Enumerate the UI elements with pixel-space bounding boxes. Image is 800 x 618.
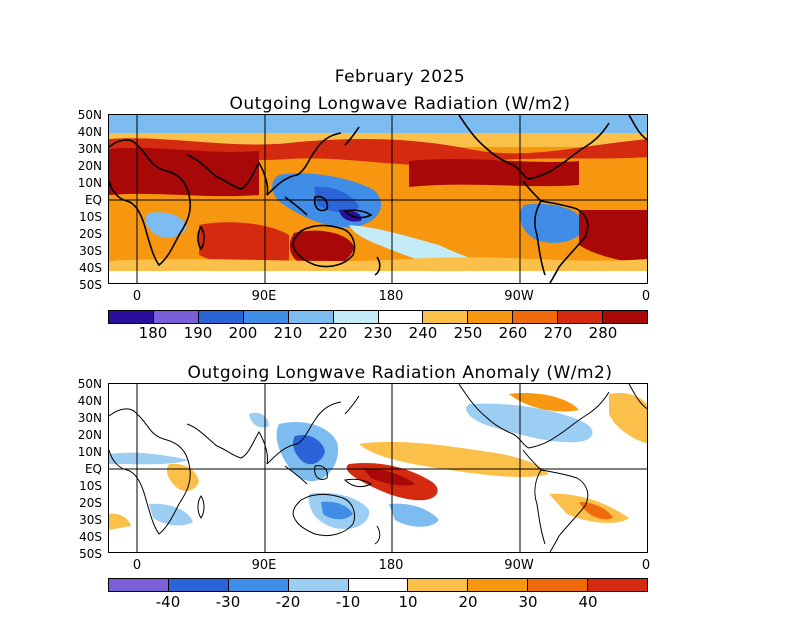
colorbar-label: 20	[458, 593, 478, 611]
lat-label: 20N	[77, 428, 102, 442]
colorbar-swatch	[378, 311, 424, 323]
colorbar-label: 240	[408, 324, 438, 342]
colorbar-label: 280	[588, 324, 618, 342]
lon-label: 90W	[504, 289, 534, 304]
lat-label: 20S	[79, 227, 102, 241]
lon-label: 90W	[504, 558, 534, 573]
lat-label: 30S	[79, 244, 102, 258]
colorbar-label: -30	[215, 593, 241, 611]
olr-colorbar	[108, 310, 648, 324]
anomaly-grid	[109, 384, 647, 552]
lon-label: 0	[132, 289, 142, 304]
lat-label: EQ	[84, 462, 102, 476]
colorbar-label: 30	[518, 593, 538, 611]
lat-label: EQ	[84, 193, 102, 207]
anomaly-map-title: Outgoing Longwave Radiation Anomaly (W/m…	[187, 363, 613, 383]
lat-label: 10S	[79, 479, 102, 493]
colorbar-swatch	[468, 579, 529, 591]
lat-label: 50N	[77, 377, 102, 391]
lon-label: 180	[378, 558, 404, 573]
colorbar-swatch	[198, 311, 244, 323]
lat-label: 10N	[77, 176, 102, 190]
anomaly-map	[108, 383, 648, 553]
colorbar-label: 250	[453, 324, 483, 342]
lon-label: 0	[641, 558, 651, 573]
colorbar-label: 220	[318, 324, 348, 342]
lat-label: 50N	[77, 108, 102, 122]
colorbar-swatch	[468, 311, 514, 323]
colorbar-swatch	[153, 311, 199, 323]
colorbar-label: -40	[155, 593, 181, 611]
colorbar-swatch	[423, 311, 469, 323]
lon-label: 0	[132, 558, 142, 573]
anomaly-colorbar	[108, 578, 648, 592]
olr-grid	[109, 115, 647, 283]
colorbar-label: 230	[363, 324, 393, 342]
lat-label: 40N	[77, 125, 102, 139]
colorbar-label: 180	[138, 324, 168, 342]
colorbar-swatch	[168, 579, 229, 591]
colorbar-swatch	[513, 311, 559, 323]
colorbar-label: 270	[543, 324, 573, 342]
lat-label: 50S	[79, 547, 102, 561]
lat-label: 40S	[79, 261, 102, 275]
colorbar-swatch	[288, 311, 334, 323]
colorbar-swatch	[603, 311, 648, 323]
lat-label: 10S	[79, 210, 102, 224]
olr-map-title: Outgoing Longwave Radiation (W/m2)	[229, 94, 571, 114]
colorbar-label: -10	[335, 593, 361, 611]
lat-label: 30N	[77, 411, 102, 425]
colorbar-label: 260	[498, 324, 528, 342]
colorbar-label: 200	[228, 324, 258, 342]
lat-label: 20S	[79, 496, 102, 510]
colorbar-swatch	[109, 579, 169, 591]
colorbar-swatch	[333, 311, 379, 323]
colorbar-swatch	[528, 579, 589, 591]
colorbar-label: 190	[183, 324, 213, 342]
lon-label: 90E	[251, 289, 277, 304]
colorbar-swatch	[109, 311, 154, 323]
colorbar-label: 40	[578, 593, 598, 611]
lat-label: 30N	[77, 142, 102, 156]
olr-map	[108, 114, 648, 284]
lat-label: 40S	[79, 530, 102, 544]
colorbar-swatch	[228, 579, 289, 591]
lat-label: 10N	[77, 445, 102, 459]
lon-label: 0	[641, 289, 651, 304]
lon-label: 90E	[251, 558, 277, 573]
colorbar-label: -20	[275, 593, 301, 611]
colorbar-label: 210	[273, 324, 303, 342]
lat-label: 40N	[77, 394, 102, 408]
lat-label: 20N	[77, 159, 102, 173]
lat-label: 50S	[79, 278, 102, 292]
colorbar-swatch	[348, 579, 409, 591]
lon-label: 180	[378, 289, 404, 304]
colorbar-swatch	[408, 579, 469, 591]
colorbar-swatch	[558, 311, 604, 323]
page-title: February 2025	[334, 67, 466, 87]
colorbar-swatch	[243, 311, 289, 323]
colorbar-label: 10	[398, 593, 418, 611]
lat-label: 30S	[79, 513, 102, 527]
colorbar-swatch	[588, 579, 648, 591]
colorbar-swatch	[288, 579, 349, 591]
